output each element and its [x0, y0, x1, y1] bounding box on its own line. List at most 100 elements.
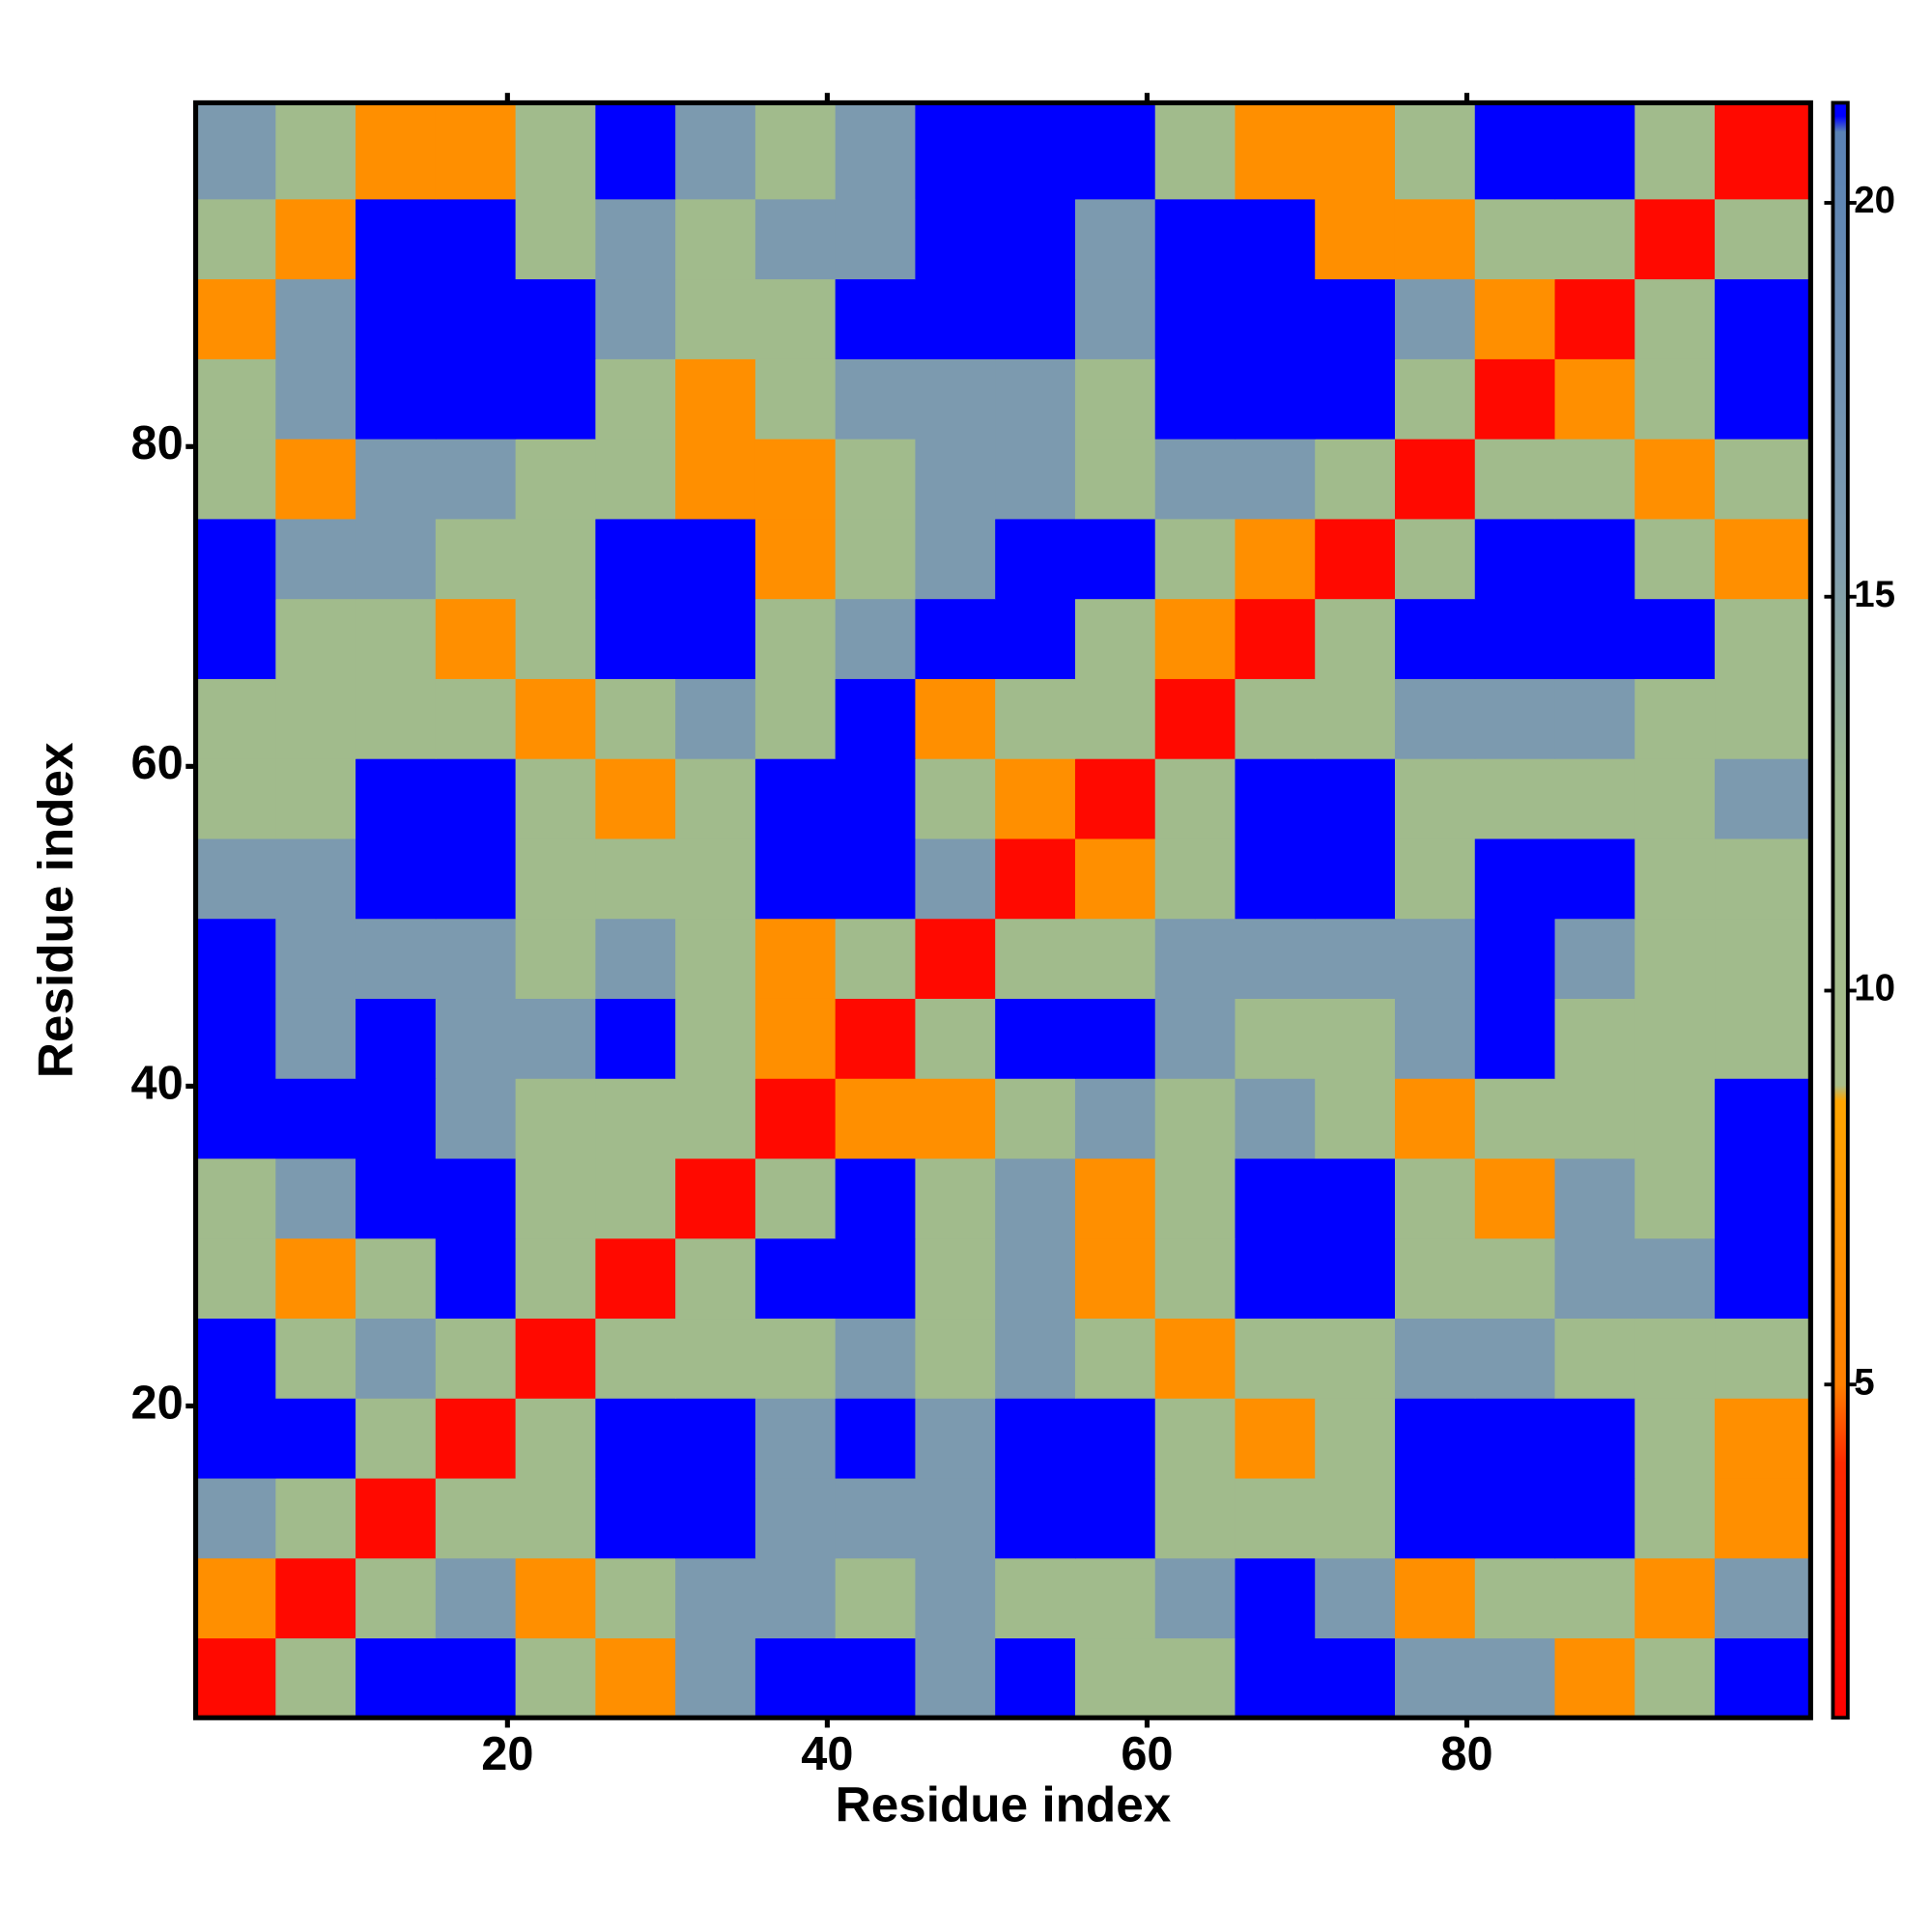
- heatmap-cell: [515, 518, 597, 600]
- heatmap-cell: [995, 1078, 1076, 1159]
- heatmap-cell: [1474, 1398, 1556, 1479]
- heatmap-cell: [1315, 1078, 1396, 1159]
- heatmap-cell: [1474, 1318, 1556, 1399]
- heatmap-cell: [1394, 1237, 1476, 1320]
- heatmap-cell: [1474, 1637, 1556, 1719]
- heatmap-cell: [1394, 102, 1476, 200]
- heatmap-cell: [595, 1237, 676, 1320]
- heatmap-cell: [915, 678, 996, 759]
- heatmap-cell: [995, 439, 1076, 520]
- heatmap-cell: [435, 518, 517, 600]
- heatmap-cell: [195, 758, 276, 839]
- heatmap-cell: [275, 278, 356, 359]
- heatmap-cell: [1394, 678, 1476, 759]
- colorbar-tick-label: 5: [1854, 1361, 1874, 1403]
- heatmap-cell: [435, 758, 517, 839]
- heatmap-cell: [275, 1157, 356, 1239]
- heatmap-cell: [1074, 918, 1156, 999]
- heatmap-cell: [675, 998, 756, 1079]
- heatmap-cell: [1315, 918, 1396, 999]
- heatmap-cell: [1315, 1637, 1396, 1719]
- heatmap-cell: [435, 278, 517, 359]
- heatmap-cell: [754, 1157, 837, 1239]
- heatmap-cell: [1394, 518, 1476, 600]
- x-tick-label: 20: [481, 1728, 533, 1780]
- heatmap-cell: [754, 1078, 837, 1159]
- heatmap-cell: [915, 358, 996, 440]
- heatmap-cell: [1394, 1157, 1476, 1239]
- heatmap-cell: [435, 678, 517, 759]
- heatmap-cell: [1235, 838, 1316, 920]
- heatmap-cell: [355, 358, 437, 440]
- heatmap-cell: [435, 1318, 517, 1399]
- heatmap-cell: [1554, 1637, 1635, 1719]
- heatmap-cell: [275, 758, 356, 839]
- heatmap-cell: [1634, 598, 1716, 679]
- heatmap-cell: [1394, 838, 1476, 920]
- heatmap-cell: [275, 1318, 356, 1399]
- heatmap-cell: [1154, 102, 1236, 200]
- heatmap-cell: [995, 758, 1076, 839]
- heatmap-cell: [1394, 1398, 1476, 1479]
- heatmap-cell: [835, 518, 917, 600]
- heatmap-cell: [435, 102, 517, 200]
- heatmap-cell: [1235, 918, 1316, 999]
- heatmap-cell: [675, 1637, 756, 1719]
- heatmap-cell: [1394, 1078, 1476, 1159]
- heatmap-cell: [754, 278, 837, 359]
- heatmap-cell: [915, 518, 996, 600]
- heatmap-cell: [1634, 918, 1716, 999]
- heatmap-cell: [1074, 838, 1156, 920]
- heatmap-cell: [195, 918, 276, 999]
- heatmap-cell: [1554, 1398, 1635, 1479]
- heatmap-cell: [515, 1157, 597, 1239]
- heatmap-cell: [915, 102, 996, 200]
- x-tick-label: 60: [1121, 1728, 1173, 1780]
- x-axis-title: Residue index: [836, 1776, 1172, 1832]
- heatmap-cell: [915, 918, 996, 999]
- heatmap-cell: [835, 1557, 917, 1639]
- heatmap-cell: [915, 1078, 996, 1159]
- heatmap-cell: [1474, 598, 1556, 679]
- heatmap-cell: [355, 1078, 437, 1159]
- heatmap-cell: [754, 678, 837, 759]
- heatmap-cell: [835, 678, 917, 759]
- heatmap-cell: [754, 1237, 837, 1320]
- heatmap-cell: [1315, 1318, 1396, 1399]
- heatmap-cell: [1394, 758, 1476, 839]
- heatmap-cell: [1154, 598, 1236, 679]
- heatmap-cell: [1074, 1318, 1156, 1399]
- heatmap-cell: [1074, 358, 1156, 440]
- heatmap-cell: [754, 198, 837, 280]
- heatmap-cell: [1235, 1078, 1316, 1159]
- heatmap-cell: [1315, 1398, 1396, 1479]
- heatmap-cell: [1074, 1157, 1156, 1239]
- heatmap-cell: [1715, 439, 1811, 520]
- heatmap-cell: [835, 358, 917, 440]
- heatmap-cell: [1074, 598, 1156, 679]
- heatmap-cell: [1634, 278, 1716, 359]
- heatmap-cell: [1154, 1078, 1236, 1159]
- heatmap-cell: [1154, 1318, 1236, 1399]
- heatmap-cell: [1634, 439, 1716, 520]
- heatmap-cell: [1715, 1318, 1811, 1399]
- heatmap-cell: [915, 758, 996, 839]
- heatmap-cell: [1554, 758, 1635, 839]
- heatmap-cell: [355, 278, 437, 359]
- heatmap-cell: [1154, 838, 1236, 920]
- heatmap-cell: [1554, 1237, 1635, 1320]
- heatmap-cell: [754, 598, 837, 679]
- heatmap-cell: [1235, 1157, 1316, 1239]
- heatmap-cell: [1554, 1557, 1635, 1639]
- heatmap-cell: [675, 918, 756, 999]
- heatmap-cell: [754, 838, 837, 920]
- heatmap-cell: [195, 1318, 276, 1399]
- heatmap-cell: [195, 439, 276, 520]
- heatmap-cell: [275, 1237, 356, 1320]
- heatmap-cell: [595, 918, 676, 999]
- heatmap-cell: [915, 838, 996, 920]
- heatmap-cell: [1074, 102, 1156, 200]
- y-tick-label: 40: [131, 1057, 184, 1109]
- heatmap-cell: [675, 198, 756, 280]
